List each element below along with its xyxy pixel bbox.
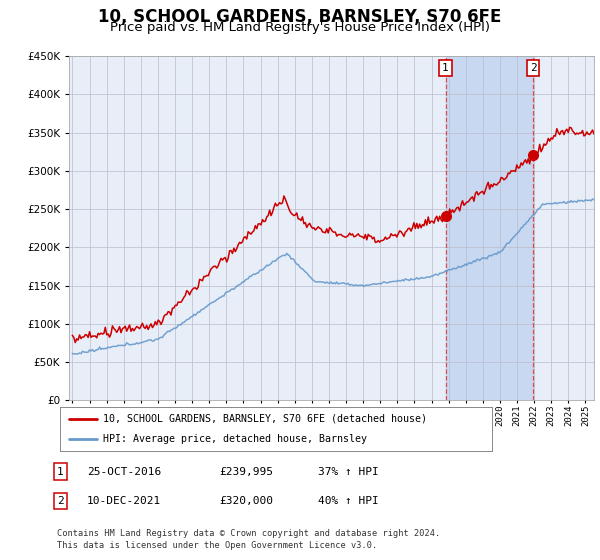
Bar — [446, 56, 533, 400]
Text: 2: 2 — [57, 496, 64, 506]
Text: 2: 2 — [530, 63, 536, 73]
Text: 40% ↑ HPI: 40% ↑ HPI — [318, 496, 379, 506]
Text: 10, SCHOOL GARDENS, BARNSLEY, S70 6FE: 10, SCHOOL GARDENS, BARNSLEY, S70 6FE — [98, 8, 502, 26]
Text: 25-OCT-2016: 25-OCT-2016 — [87, 466, 161, 477]
Text: 10, SCHOOL GARDENS, BARNSLEY, S70 6FE (detached house): 10, SCHOOL GARDENS, BARNSLEY, S70 6FE (d… — [103, 414, 427, 424]
Text: £239,995: £239,995 — [219, 466, 273, 477]
Text: 37% ↑ HPI: 37% ↑ HPI — [318, 466, 379, 477]
Text: Contains HM Land Registry data © Crown copyright and database right 2024.
This d: Contains HM Land Registry data © Crown c… — [57, 529, 440, 550]
Text: 1: 1 — [442, 63, 449, 73]
Text: 10-DEC-2021: 10-DEC-2021 — [87, 496, 161, 506]
Text: £320,000: £320,000 — [219, 496, 273, 506]
Text: 1: 1 — [57, 466, 64, 477]
Text: Price paid vs. HM Land Registry's House Price Index (HPI): Price paid vs. HM Land Registry's House … — [110, 21, 490, 34]
Text: HPI: Average price, detached house, Barnsley: HPI: Average price, detached house, Barn… — [103, 434, 367, 444]
